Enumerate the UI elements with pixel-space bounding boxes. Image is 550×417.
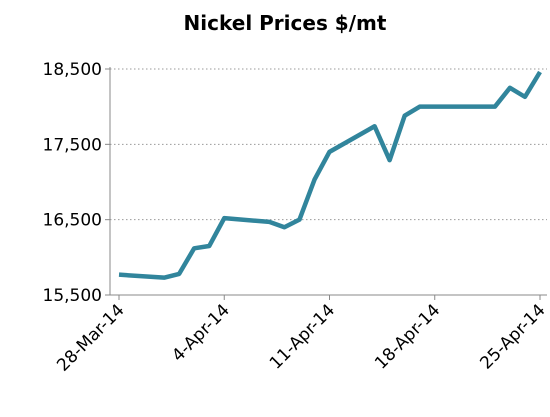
y-tick-label: 15,500 [43, 286, 102, 306]
y-tick-label: 17,500 [43, 135, 102, 155]
x-tick-label: 25-Apr-14 [476, 300, 549, 373]
x-tick-label: 18-Apr-14 [371, 300, 444, 373]
x-tick-label: 28-Mar-14 [53, 300, 128, 375]
price-line [118, 70, 542, 280]
x-tick-label: 11-Apr-14 [266, 300, 339, 373]
chart-title: Nickel Prices $/mt [184, 11, 387, 35]
y-tick-label: 18,500 [43, 60, 102, 80]
x-tick-label: 4-Apr-14 [168, 300, 234, 366]
y-tick-label: 16,500 [43, 211, 102, 231]
